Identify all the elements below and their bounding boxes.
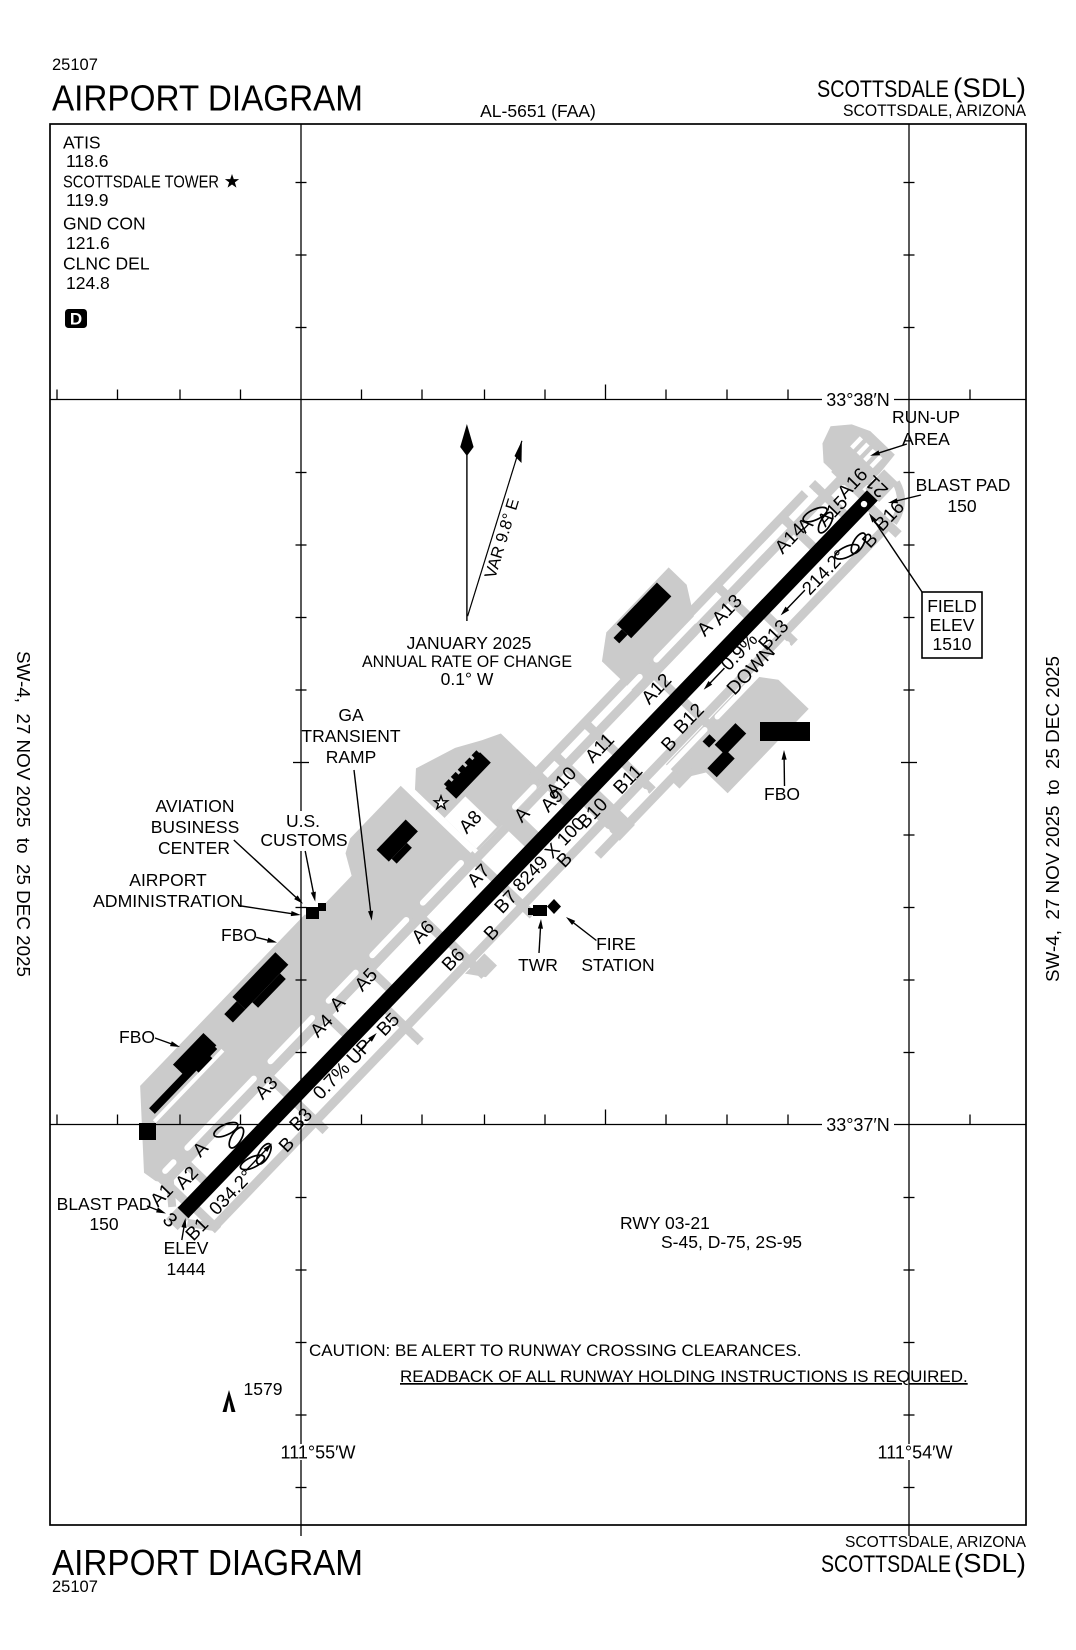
svg-text:SW-4, 27 NOV 2025 to 25 DEC: SW-4, 27 NOV 2025 to 25 DEC 2025	[1043, 656, 1063, 982]
svg-text:JANUARY 2025: JANUARY 2025	[407, 633, 532, 653]
svg-text:AIRPORT DIAGRAM: AIRPORT DIAGRAM	[52, 78, 363, 119]
svg-text:CENTER: CENTER	[158, 838, 230, 858]
svg-text:RWY 03-21: RWY 03-21	[620, 1213, 710, 1233]
svg-text:AIRPORT DIAGRAM: AIRPORT DIAGRAM	[52, 1542, 363, 1583]
svg-text:BLAST PAD: BLAST PAD	[57, 1194, 152, 1214]
svg-text:S-45, D-75, 2S-95: S-45, D-75, 2S-95	[661, 1232, 802, 1252]
svg-text:FIELD: FIELD	[927, 596, 977, 616]
svg-text:ADMINISTRATION: ADMINISTRATION	[93, 891, 243, 911]
svg-text:33°37′N: 33°37′N	[826, 1115, 890, 1135]
svg-text:118.6: 118.6	[66, 151, 109, 171]
svg-text:CAUTION: BE ALERT TO RUNWAY CR: CAUTION: BE ALERT TO RUNWAY CROSSING CLE…	[309, 1341, 802, 1360]
svg-text:AVIATION: AVIATION	[155, 796, 234, 816]
svg-text:150: 150	[89, 1214, 118, 1234]
svg-text:SW-4, 27 NOV 2025 to 25 DEC: SW-4, 27 NOV 2025 to 25 DEC 2025	[13, 651, 33, 977]
svg-text:(SDL): (SDL)	[954, 1548, 1026, 1578]
svg-text:U.S.: U.S.	[286, 811, 320, 831]
svg-text:SCOTTSDALE TOWER: SCOTTSDALE TOWER	[63, 172, 219, 192]
svg-text:AREA: AREA	[902, 429, 950, 449]
svg-text:FBO: FBO	[764, 784, 800, 804]
svg-text:150: 150	[947, 496, 976, 516]
svg-text:ANNUAL RATE OF CHANGE: ANNUAL RATE OF CHANGE	[362, 652, 572, 671]
svg-text:AIRPORT: AIRPORT	[129, 870, 207, 890]
svg-text:119.9: 119.9	[66, 190, 109, 210]
svg-text:RUN-UP: RUN-UP	[892, 407, 960, 427]
svg-text:SCOTTSDALE, ARIZONA: SCOTTSDALE, ARIZONA	[843, 102, 1026, 120]
svg-text:124.8: 124.8	[66, 273, 110, 293]
svg-text:AL-5651 (FAA): AL-5651 (FAA)	[480, 101, 596, 121]
svg-text:0.1° W: 0.1° W	[441, 669, 494, 689]
svg-text:25107: 25107	[52, 1578, 98, 1596]
svg-text:ATIS: ATIS	[63, 133, 101, 153]
svg-text:CUSTOMS: CUSTOMS	[260, 830, 347, 850]
svg-text:STATION: STATION	[581, 955, 654, 975]
svg-text:SCOTTSDALE: SCOTTSDALE	[817, 76, 949, 103]
svg-text:GND CON: GND CON	[63, 213, 146, 233]
svg-text:33°38′N: 33°38′N	[826, 390, 890, 410]
svg-text:RAMP: RAMP	[326, 747, 377, 767]
svg-text:READBACK OF ALL RUNWAY HOLDING: READBACK OF ALL RUNWAY HOLDING INSTRUCTI…	[400, 1367, 968, 1386]
svg-text:SCOTTSDALE, ARIZONA: SCOTTSDALE, ARIZONA	[845, 1534, 1027, 1551]
svg-text:ELEV: ELEV	[164, 1238, 209, 1258]
svg-text:CLNC DEL: CLNC DEL	[63, 254, 150, 274]
svg-text:TRANSIENT: TRANSIENT	[301, 726, 400, 746]
svg-text:(SDL): (SDL)	[953, 73, 1026, 103]
svg-text:111°55′W: 111°55′W	[281, 1442, 356, 1462]
svg-text:SCOTTSDALE: SCOTTSDALE	[821, 1551, 951, 1578]
svg-text:121.6: 121.6	[66, 233, 110, 253]
svg-text:BLAST PAD: BLAST PAD	[916, 475, 1011, 495]
svg-text:GA: GA	[338, 705, 364, 725]
svg-text:FBO: FBO	[221, 925, 257, 945]
svg-text:BUSINESS: BUSINESS	[151, 817, 240, 837]
svg-text:FBO: FBO	[119, 1027, 155, 1047]
svg-text:1579: 1579	[244, 1379, 283, 1399]
svg-text:FIRE: FIRE	[596, 934, 636, 954]
svg-text:ELEV: ELEV	[930, 615, 975, 635]
svg-text:TWR: TWR	[518, 955, 558, 975]
svg-text:1510: 1510	[933, 634, 972, 654]
svg-text:D: D	[70, 310, 82, 329]
svg-text:111°54′W: 111°54′W	[878, 1442, 953, 1462]
svg-text:1444: 1444	[167, 1259, 206, 1279]
svg-text:25107: 25107	[52, 56, 98, 74]
